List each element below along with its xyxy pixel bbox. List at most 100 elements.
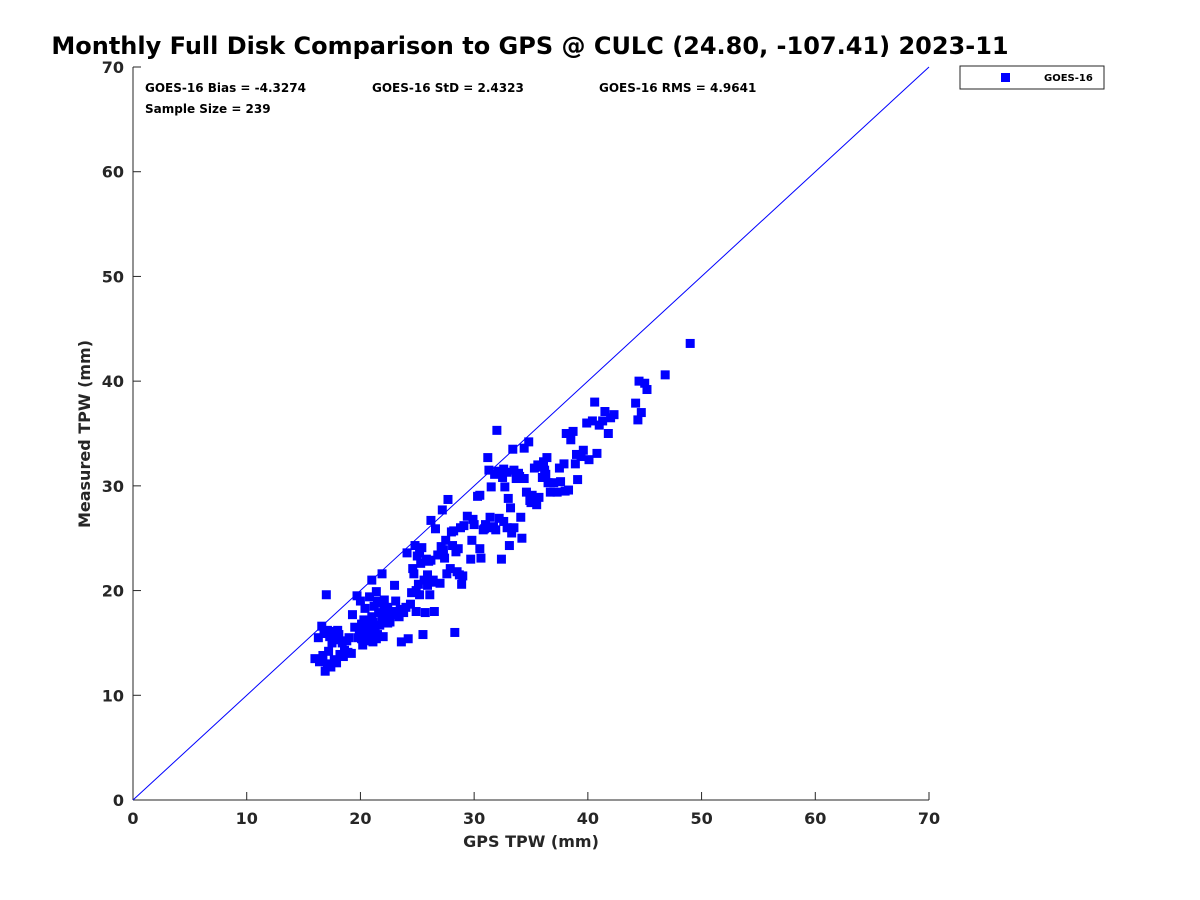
data-point-196 [484,465,494,475]
data-point-163 [584,455,594,465]
data-point-169 [600,407,610,417]
data-point-193 [446,527,456,537]
data-point-205 [319,627,329,637]
data-point-104 [466,554,476,564]
data-point-93 [445,564,455,574]
data-point-120 [494,513,504,523]
data-point-64 [379,605,389,615]
data-point-137 [521,487,531,497]
data-point-221 [502,523,512,533]
data-point-202 [554,463,564,473]
data-point-31 [367,612,377,622]
data-point-72 [415,590,425,600]
data-point-68 [410,541,420,551]
data-point-192 [436,542,446,552]
data-point-33 [369,601,379,611]
data-point-23 [352,591,362,601]
data-point-162 [582,418,592,428]
data-point-214 [423,570,433,580]
data-point-200 [526,498,536,508]
data-point-166 [592,448,602,458]
data-point-109 [476,553,486,563]
y-tick-label-5: 50 [102,267,124,286]
stat-bias: GOES-16 Bias = -4.3274 [145,81,306,95]
data-point-204 [571,449,581,459]
data-point-176 [636,408,646,418]
data-point-180 [685,338,695,348]
data-point-114 [486,482,496,492]
data-point-56 [358,640,368,650]
data-point-29 [363,619,373,629]
data-point-67 [409,569,419,579]
data-point-53 [403,634,413,644]
data-point-79 [423,580,433,590]
data-point-191 [426,555,436,565]
stat-rms: GOES-16 RMS = 4.9641 [599,81,756,95]
data-point-212 [391,596,401,606]
data-point-215 [427,577,437,587]
data-point-49 [394,612,404,622]
data-point-136 [519,443,529,453]
x-tick-label-0: 0 [127,809,138,828]
data-point-94 [448,541,458,551]
data-point-206 [324,646,334,656]
data-point-165 [590,397,600,407]
data-point-5 [326,662,336,672]
x-axis: 0 10 20 30 40 50 60 70 [127,792,940,828]
stat-std: GOES-16 StD = 2.4323 [372,81,524,95]
y-axis-label: Measured TPW (mm) [75,340,94,528]
data-point-143 [534,492,544,502]
plot-area [132,67,929,801]
data-point-9 [338,652,348,662]
data-point-103 [462,511,472,521]
data-point-50 [396,637,406,647]
x-tick-label-1: 10 [236,809,258,828]
data-point-46 [387,607,397,617]
data-point-127 [504,541,514,551]
x-tick-label-3: 30 [463,809,485,828]
data-point-198 [509,465,519,475]
data-point-19 [337,638,347,648]
data-point-35 [371,587,381,597]
data-point-152 [556,477,566,487]
data-point-159 [573,475,583,485]
data-point-190 [415,548,425,558]
data-point-179 [660,370,670,380]
data-point-158 [570,459,580,469]
data-point-211 [383,618,393,628]
data-point-96 [450,627,460,637]
data-point-124 [500,482,510,492]
data-point-222 [515,471,525,481]
data-point-177 [640,378,650,388]
data-point-52 [401,602,411,612]
data-point-37 [374,608,384,618]
data-point-218 [468,514,478,524]
data-point-11 [313,633,323,643]
data-point-220 [488,522,498,532]
y-tick-label-1: 10 [102,686,124,705]
data-point-170 [603,429,613,438]
y-tick-label-4: 40 [102,372,124,391]
data-point-85 [430,524,440,534]
x-tick-label-6: 60 [804,809,826,828]
data-point-156 [566,435,576,445]
data-point-187 [384,612,394,622]
data-point-157 [568,426,578,436]
data-point-73 [416,558,426,568]
data-point-213 [411,607,421,617]
data-point-57 [361,632,371,642]
data-point-1 [314,657,324,667]
x-tick-label-7: 70 [918,809,940,828]
data-point-149 [545,487,555,497]
data-point-138 [524,437,534,447]
data-point-42 [379,595,389,605]
data-point-40 [377,615,387,625]
data-point-150 [549,478,559,488]
one-to-one-line [132,66,930,801]
legend-label-goes16: GOES-16 [1044,73,1093,84]
data-point-173 [631,398,641,408]
data-point-131 [509,523,519,533]
data-point-219 [479,524,489,534]
data-point-154 [561,429,571,438]
